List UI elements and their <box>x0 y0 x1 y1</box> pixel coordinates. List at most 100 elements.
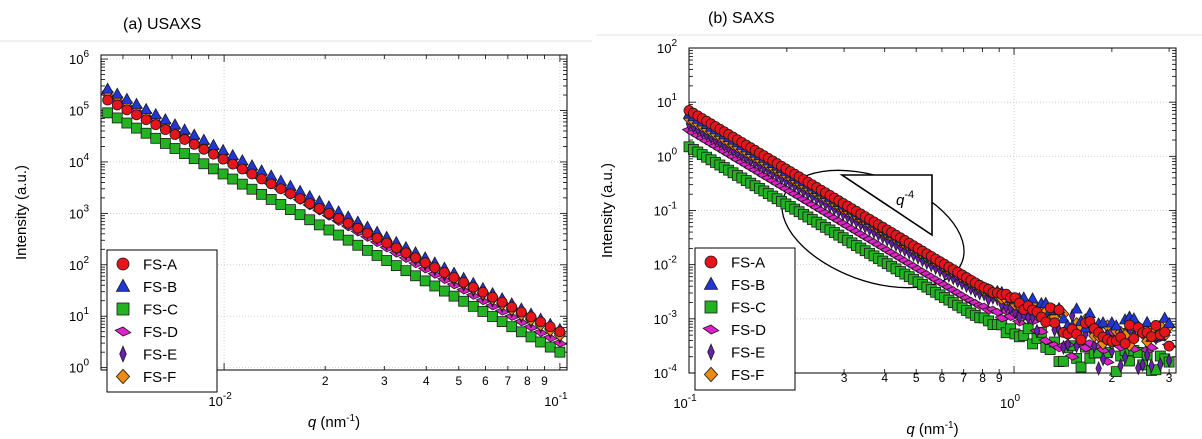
panel-a-legend-marker-fs-d <box>114 326 132 337</box>
panel-a-point-fs-c <box>313 219 325 231</box>
panel-a-point-fs-c <box>236 178 248 190</box>
panel-a-point-fs-a <box>102 94 114 106</box>
panel-a-y-tick-label: 103 <box>69 203 89 221</box>
panel-a-point-fs-a <box>236 163 248 175</box>
panel-a-point-fs-a <box>159 124 171 135</box>
panel-a-point-fs-c <box>371 250 383 261</box>
panel-b-x-minor-label: 5 <box>913 371 920 385</box>
panel-a-point-fs-c <box>448 290 460 302</box>
panel-b-x-minor-label: 4 <box>881 371 888 385</box>
panel-b-point-fs-d <box>1078 343 1093 353</box>
panel-b-plot: 10-4 10-3 10-2 10-1 100 101 102 10-1 100 2 3 4 5 6789… <box>599 38 1177 438</box>
panel-a-point-fs-a <box>294 193 306 204</box>
panel-a-point-fs-a <box>381 237 393 249</box>
panel-a-legend-marker-fs-b <box>115 278 131 292</box>
panel-b-legend-label: FS-E <box>731 345 765 362</box>
panel-b-legend-box <box>694 247 796 391</box>
panel-b-point-fs-a <box>1150 320 1162 331</box>
panel-a-point-fs-c <box>381 255 393 266</box>
panel-a-legend-marker-fs-a <box>116 257 130 271</box>
panel-a-x-minor-label: 2 <box>322 374 329 388</box>
panel-a-point-fs-b <box>130 97 143 109</box>
panel-a-point-fs-a <box>496 296 508 308</box>
panel-a-point-fs-c <box>496 316 508 328</box>
panel-b-point-fs-a <box>1146 331 1157 342</box>
panel-a-point-fs-c <box>111 112 123 124</box>
panel-a-point-fs-c <box>506 321 518 333</box>
panel-b-y-tick-label: 102 <box>657 38 677 56</box>
panel-b-point-fs-a <box>1128 333 1140 345</box>
panel-b-point-fs-e <box>1165 353 1173 369</box>
panel-a-point-fs-a <box>448 272 460 283</box>
panel-b-point-fs-d <box>1064 352 1080 361</box>
panel-b-point-fs-b <box>1110 319 1123 331</box>
panel-b-point-fs-a <box>1044 302 1056 314</box>
panel-a-point-fs-c <box>208 163 219 175</box>
panel-a-point-fs-c <box>544 341 556 353</box>
panel-a-point-fs-c <box>159 138 171 149</box>
panel-a-point-fs-c <box>477 306 489 317</box>
panel-b-point-fs-c <box>1075 361 1087 373</box>
panel-a-point-fs-a <box>419 257 431 269</box>
panel-a-point-fs-a <box>362 227 373 239</box>
panel-b-legend: FS-A FS-B FS-C FS-D FS-E FS-F <box>694 247 796 391</box>
panel-a-point-fs-c <box>150 132 162 144</box>
panel-a-point-fs-a <box>285 188 296 200</box>
panel-b-y-tick-label: 10-4 <box>654 363 678 381</box>
panel-a-legend-marker-fs-c <box>116 302 130 316</box>
panel-a-point-fs-a <box>410 252 421 264</box>
panel-a-point-fs-a <box>150 119 162 131</box>
panel-b-title: (b) SAXS <box>708 10 775 27</box>
panel-b-x-minor-label: 2 <box>1109 371 1116 385</box>
panel-a-x-tick-label: 10-2 <box>208 391 232 409</box>
panel-b-point-fs-e <box>1099 351 1107 367</box>
panel-a-legend-label: FS-D <box>143 324 178 341</box>
panel-a-point-fs-a <box>265 178 277 190</box>
panel-a-point-fs-a <box>313 203 325 214</box>
panel-a-point-fs-c <box>246 183 258 195</box>
panel-a-point-fs-c <box>352 239 364 251</box>
panel-a-point-fs-c <box>188 153 200 165</box>
panel-b-point-fs-a <box>1119 338 1131 349</box>
panel-b-point-fs-e <box>1108 343 1116 359</box>
panel-b-y-axis-title: Intensity (a.u.) <box>599 163 616 258</box>
panel-a-point-fs-b <box>149 107 162 120</box>
panel-a-point-fs-c <box>333 229 344 241</box>
panel-a-point-fs-a <box>400 247 412 259</box>
panel-a-legend: FS-A FS-B FS-C FS-D FS-E FS-F <box>106 249 218 393</box>
panel-a-point-fs-c <box>121 117 133 129</box>
panel-a-point-fs-a <box>515 306 527 318</box>
panel-b-legend-marker-fs-d <box>702 324 720 335</box>
panel-a-point-fs-c <box>256 188 267 200</box>
panel-a-point-fs-c <box>102 107 114 119</box>
panel-b-y-tick-label: 10-3 <box>654 309 678 327</box>
panel-a-point-fs-c <box>390 260 402 272</box>
panel-a-point-fs-c <box>323 224 335 236</box>
panel-b-legend-marker-fs-c <box>704 300 718 314</box>
panel-b-legend-label: FS-D <box>731 322 766 339</box>
slope-triangle <box>839 174 933 237</box>
panel-a-point-fs-c <box>131 122 142 134</box>
panel-a-x-minor-label: 4 <box>423 374 430 388</box>
panel-a-point-fs-a <box>217 153 229 165</box>
slope-label: q-4 <box>896 189 914 209</box>
panel-b-y-tick-label: 100 <box>657 146 677 164</box>
panel-a-point-fs-c <box>198 158 210 170</box>
panel-a-x-minor-label: 8 <box>524 374 531 388</box>
panel-a-point-fs-c <box>362 244 373 256</box>
panel-a-legend-label: FS-F <box>143 369 176 386</box>
panel-a-point-fs-c <box>227 173 239 185</box>
panel-a-point-fs-a <box>111 99 123 111</box>
panel-a-legend-label: FS-A <box>143 257 177 274</box>
panel-a-legend-label: FS-B <box>143 279 177 296</box>
panel-b-legend-marker-fs-f <box>703 366 719 383</box>
panel-b-x-tick-label: 100 <box>1000 393 1020 411</box>
panel-b-x-minor-label: 8 <box>979 371 986 385</box>
panel-a-y-tick-label: 105 <box>69 101 89 119</box>
panel-a-point-fs-c <box>525 331 537 343</box>
panel-b-x-minor-label: 3 <box>841 371 848 385</box>
panel-a-point-fs-a <box>188 138 200 150</box>
panel-a-point-fs-c <box>429 280 441 292</box>
panel-b-point-fs-b <box>1057 312 1070 324</box>
